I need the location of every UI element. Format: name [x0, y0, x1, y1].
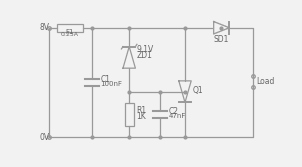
Text: 100nF: 100nF — [101, 81, 123, 87]
Text: 9.1V: 9.1V — [137, 45, 154, 54]
Text: Load: Load — [256, 77, 275, 86]
Text: C2: C2 — [169, 107, 179, 116]
Text: SD1: SD1 — [214, 35, 229, 44]
Text: R1: R1 — [136, 106, 146, 115]
Text: 8V: 8V — [39, 23, 49, 32]
Text: F1: F1 — [66, 29, 74, 35]
Text: ZD1: ZD1 — [137, 51, 153, 60]
Text: 0V: 0V — [39, 133, 50, 142]
Text: 1K: 1K — [136, 112, 146, 121]
Text: C1: C1 — [101, 75, 111, 85]
Polygon shape — [214, 22, 229, 34]
Bar — [124, 103, 134, 126]
Text: Q1: Q1 — [193, 86, 203, 95]
Bar — [57, 24, 83, 32]
Text: 47nF: 47nF — [169, 113, 186, 119]
Text: 0.25A: 0.25A — [61, 32, 79, 37]
